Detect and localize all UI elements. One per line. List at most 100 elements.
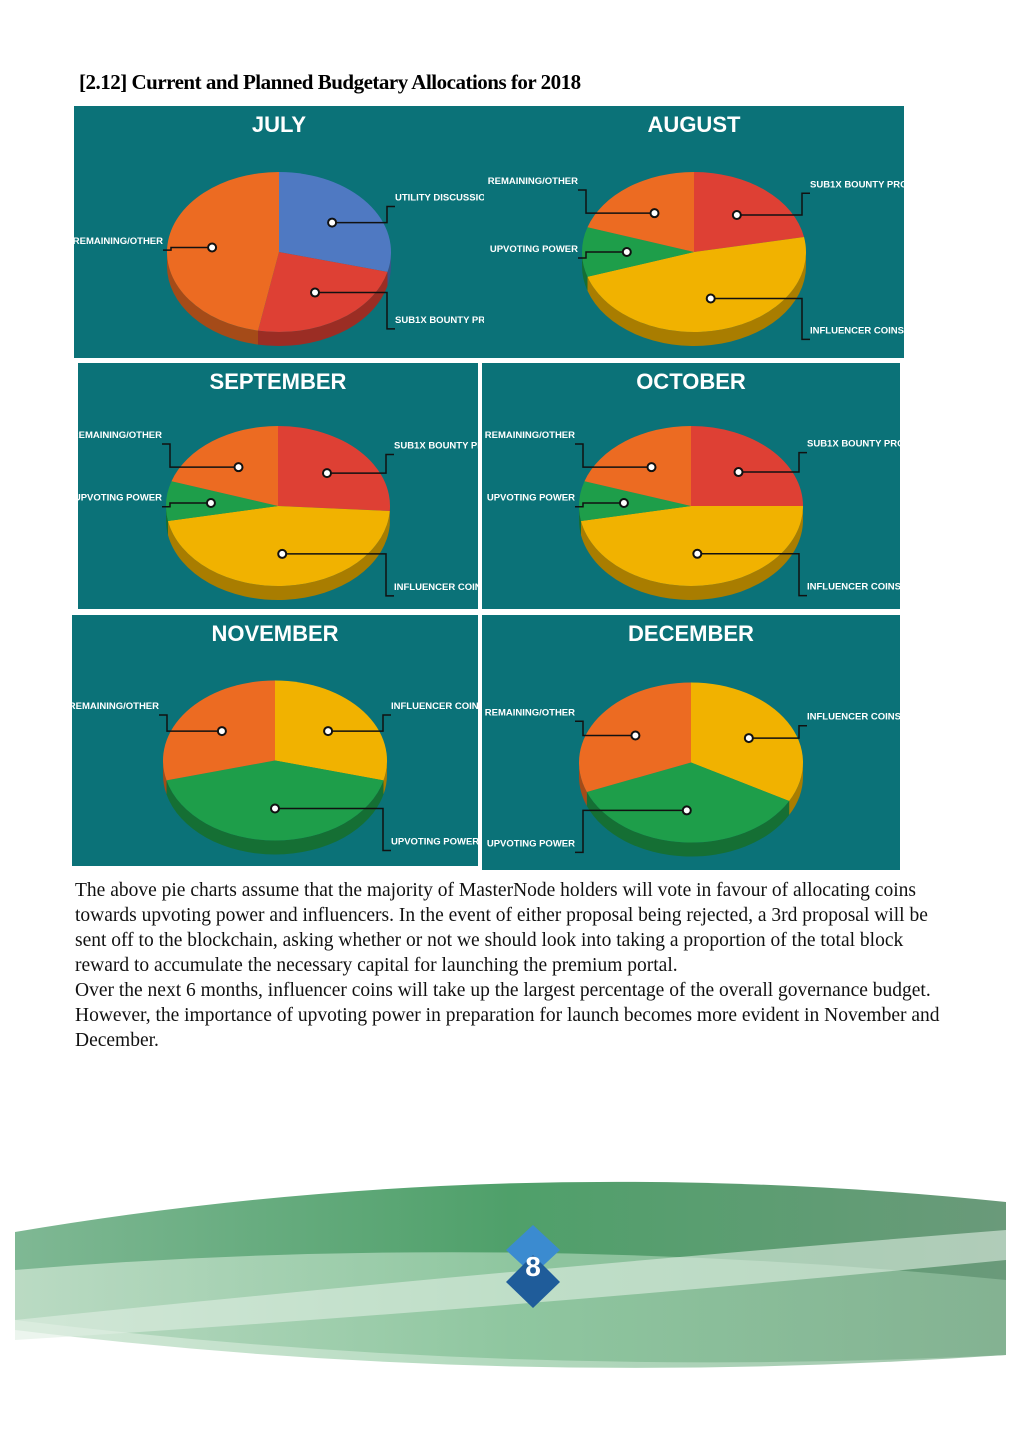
leader-dot [327,217,338,228]
slice-label: SUB1X BOUNTY PROGRAM [810,179,937,190]
leader-line [326,453,394,474]
slice-side [789,762,803,816]
leader-dot [270,803,280,814]
leader-dot [733,467,744,478]
leader-line [328,714,391,732]
leader-line [738,451,807,473]
pie-slice [691,426,803,506]
pie-slice [278,426,390,512]
section-title: [2.12] Current and Planned Budgetary All… [79,70,581,94]
leader-line [332,205,395,224]
slice-label: SUB1X BOUNTY PROGRAM [394,440,521,451]
chart: AUGUST SUB1X BOUNTY PROGRAM INFLUENCER COI… [484,106,937,358]
chart: DECEMBER INFLUENCER COINS UPVOTING POWER RE… [482,615,901,870]
leader-dot [618,497,629,508]
leader-dot [646,462,657,473]
pie-slice [586,762,790,843]
slice-label: INFLUENCER COINS [391,701,485,712]
leader-line [162,502,211,508]
slice-side [387,252,391,286]
slice-side [167,252,259,345]
leader-line [575,502,624,508]
leader-line [575,809,687,854]
slice-label: SUB1X BOUNTY PROGRAM [395,315,522,326]
leader-line [315,291,395,330]
pie-slice [582,227,694,277]
slice-side [166,780,384,855]
leader-dot [681,805,692,816]
leader-line [162,443,239,468]
slice-label: SUB1X BOUNTY PROGRAM [807,439,934,450]
slice-label: REMAINING/OTHER [73,236,163,247]
leader-dot [692,548,703,559]
leader-dot [743,733,754,744]
leader-line [710,297,810,341]
leader-line [575,720,636,737]
leader-dot [705,293,716,304]
slice-side [582,252,588,291]
pie-slice [171,426,278,506]
slice-label: REMAINING/OTHER [69,701,159,712]
leader-dot [233,462,244,473]
chart-title: NOVEMBER [211,621,338,646]
pie-slice [584,426,691,506]
leader-dot [277,548,288,559]
pie-slice [580,506,803,587]
pie-slice [166,760,384,841]
slice-side [383,760,388,795]
pie-slice [166,481,278,521]
body-text: The above pie charts assume that the maj… [75,878,947,1053]
leader-line [275,807,391,852]
leader-dot [630,730,641,741]
slice-label: UTILITY DISCUSSION [395,193,493,204]
leader-dot [731,210,742,221]
diamond [506,1225,560,1275]
leader-dot [323,726,334,737]
paragraph: The above pie charts assume that the maj… [75,880,928,976]
pie-slice [167,506,390,587]
pie-slice [587,172,694,252]
slice-label: REMAINING/OTHER [72,430,162,441]
slice-side [579,762,587,806]
chart-title: DECEMBER [628,621,754,646]
leader-dot [205,497,216,508]
charts: JULY UTILITY DISCUSSION SUB1X BOUNTY PROGR… [69,106,937,870]
chart-title: JULY [252,112,307,137]
leader-line [159,714,222,732]
diamond [506,1255,560,1308]
pie-slice [587,237,807,333]
slice-label: INFLUENCER COINS [394,582,488,593]
leader-line [578,189,655,214]
footer: 8 [15,1181,1006,1368]
chart-title: AUGUST [648,112,741,137]
leader-dot [649,208,660,219]
slice-side [163,760,167,795]
slice-label: REMAINING/OTHER [488,176,578,187]
leader-line [282,553,394,597]
slice-label: INFLUENCER COINS [807,582,901,593]
slice-side [579,506,581,535]
slice-label: REMAINING/OTHER [485,430,575,441]
slice-side [586,791,790,857]
slice-label: UPVOTING POWER [74,493,162,504]
slice-label: UPVOTING POWER [487,838,575,849]
chart-title: OCTOBER [636,369,746,394]
leader-dot [207,242,218,253]
page-number: 8 [525,1251,541,1282]
chart: JULY UTILITY DISCUSSION SUB1X BOUNTY PROGR… [73,106,522,358]
leader-line [736,192,810,216]
slice-side [166,506,168,535]
chart: OCTOBER SUB1X BOUNTY PROGRAM INFLUENCER CO… [482,363,934,609]
chart: SEPTEMBER SUB1X BOUNTY PROGRAM INFLUENCER … [72,363,521,609]
leader-dot [216,726,227,737]
paragraph: Over the next 6 months, influencer coins… [75,980,940,1051]
slice-side [258,271,388,346]
slice-label: REMAINING/OTHER [485,707,575,718]
slice-label: INFLUENCER COINS [807,712,901,723]
leader-line [697,553,807,597]
pie-slice [166,172,279,331]
slice-label: UPVOTING POWER [391,837,479,848]
chart-title: SEPTEMBER [210,369,347,394]
leader-dot [321,468,332,479]
